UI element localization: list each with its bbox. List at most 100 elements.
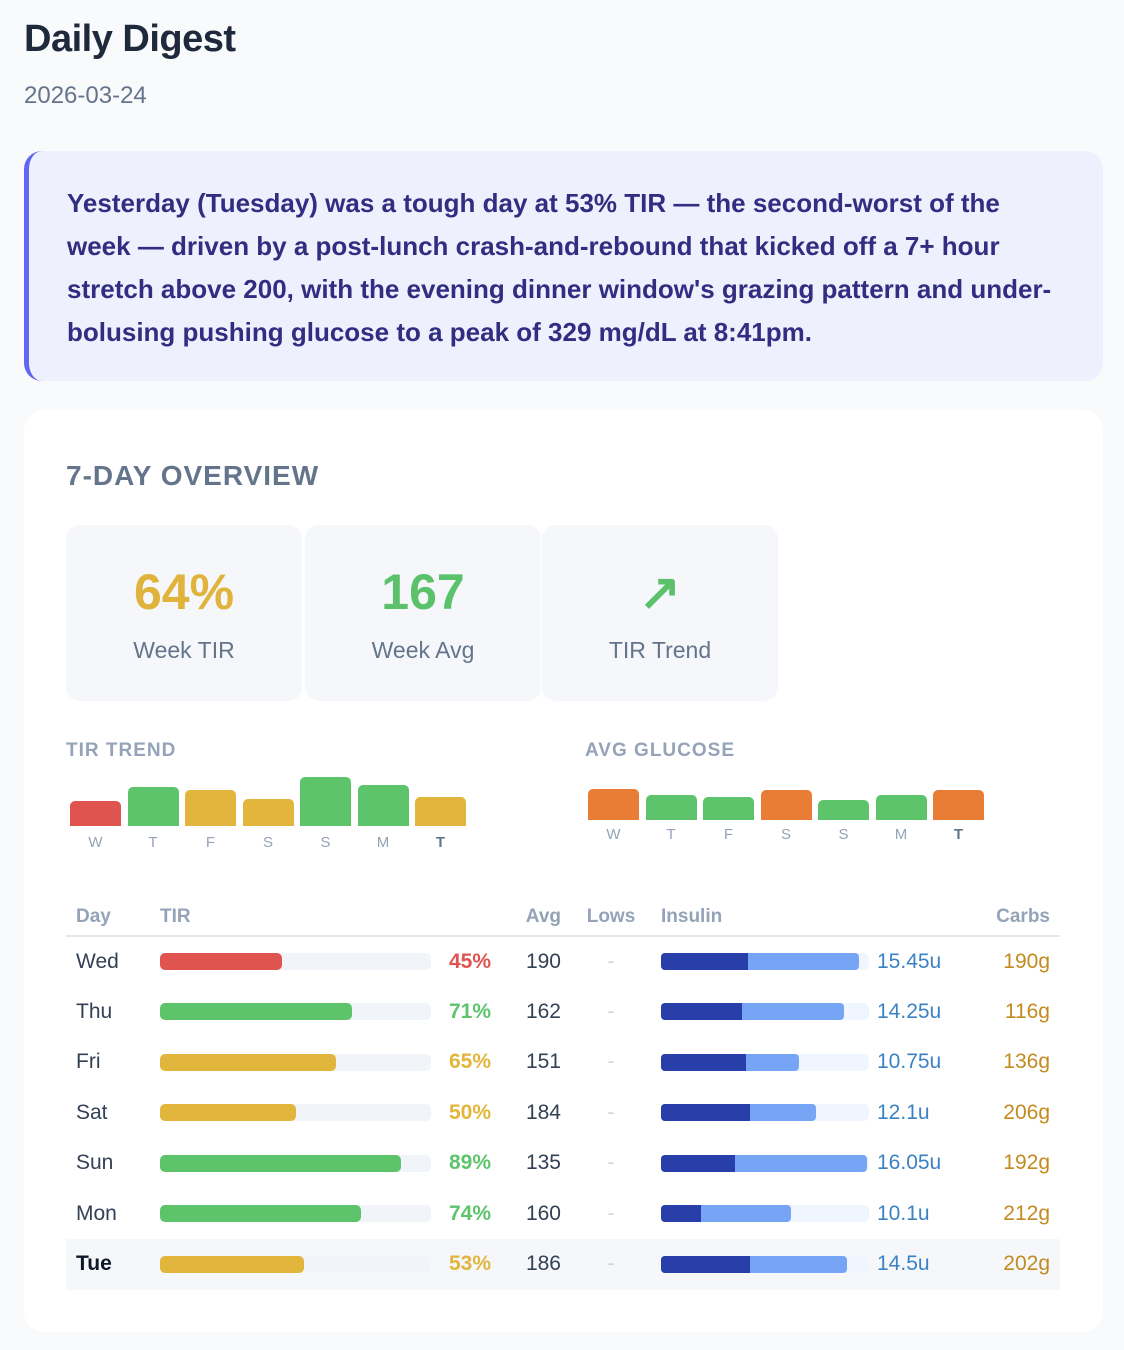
tir-bar-fill bbox=[160, 1255, 304, 1273]
stat-week-tir: 64% Week TIR bbox=[66, 525, 302, 701]
day-cell: Thu bbox=[76, 999, 113, 1023]
insulin-bar-cell bbox=[651, 1037, 873, 1088]
tir-bar-track bbox=[160, 1154, 431, 1172]
day-letter: W bbox=[606, 826, 621, 843]
tir-bar-cell bbox=[150, 1239, 441, 1290]
col-lows: Lows bbox=[571, 898, 651, 937]
mini-bar bbox=[703, 796, 754, 820]
stat-tir-trend: ↗ TIR Trend bbox=[542, 525, 778, 701]
avg-value: 151 bbox=[525, 1050, 561, 1074]
page-title: Daily Digest bbox=[24, 18, 236, 60]
carbs-value: 192g bbox=[1003, 1151, 1050, 1175]
table-row: Thu 71% 162 - 14.25u 116g bbox=[66, 987, 1060, 1038]
col-day: Day bbox=[66, 898, 150, 937]
insulin-bar-cell bbox=[651, 1138, 873, 1189]
lows-value: - bbox=[607, 1151, 615, 1175]
day-letter: T bbox=[435, 834, 446, 851]
day-cell: Fri bbox=[76, 1050, 101, 1074]
tir-bar-track bbox=[160, 953, 431, 971]
day-letter: S bbox=[838, 826, 849, 843]
insulin-value: 10.1u bbox=[877, 1201, 930, 1225]
tir-value: 45% bbox=[448, 949, 491, 973]
tir-bar-cell bbox=[150, 936, 441, 987]
insulin-bar-track bbox=[661, 1205, 869, 1223]
mini-bar bbox=[242, 798, 294, 826]
tir-value: 89% bbox=[448, 1151, 491, 1175]
insulin-bar-track bbox=[661, 1003, 869, 1021]
day-cell: Sat bbox=[76, 1100, 108, 1124]
mini-bar bbox=[760, 790, 812, 820]
col-carbs: Carbs bbox=[953, 898, 1060, 937]
day-letter: F bbox=[723, 826, 734, 843]
arrow-up-right-icon: ↗ bbox=[639, 564, 681, 620]
overview-card: 7-DAY OVERVIEW 64% Week TIR 167 Week Avg… bbox=[24, 410, 1103, 1332]
day-letter: F bbox=[205, 834, 216, 851]
tir-bar-fill bbox=[160, 1104, 296, 1122]
tir-value: 74% bbox=[448, 1201, 491, 1225]
avg-value: 186 bbox=[525, 1252, 561, 1276]
tir-bar-track bbox=[160, 1205, 431, 1223]
day-cell: Sun bbox=[76, 1151, 114, 1175]
lows-value: - bbox=[607, 1252, 615, 1276]
day-letter: T bbox=[666, 826, 676, 843]
insulin-bar-track bbox=[661, 953, 869, 971]
insulin-value: 14.5u bbox=[877, 1252, 930, 1276]
tir-bar-fill bbox=[160, 1154, 402, 1172]
day-letter: M bbox=[376, 834, 390, 851]
lows-value: - bbox=[607, 949, 615, 973]
insulin-basal-fill bbox=[661, 953, 749, 971]
tir-value: 50% bbox=[448, 1100, 491, 1124]
insulin-value: 14.25u bbox=[877, 999, 942, 1023]
avg-value: 162 bbox=[525, 999, 561, 1023]
insulin-bar-track bbox=[661, 1154, 869, 1172]
insulin-basal-fill bbox=[661, 1053, 746, 1071]
insulin-value: 16.05u bbox=[877, 1151, 942, 1175]
day-cell: Wed bbox=[76, 949, 119, 973]
mini-bar bbox=[70, 801, 121, 826]
avg-value: 190 bbox=[525, 949, 561, 973]
table-row: Mon 74% 160 - 10.1u 212g bbox=[66, 1189, 1060, 1240]
summary-callout: Yesterday (Tuesday) was a tough day at 5… bbox=[24, 151, 1103, 381]
col-insulin: Insulin bbox=[651, 898, 953, 937]
table-row: Sat 50% 184 - 12.1u 206g bbox=[66, 1088, 1060, 1139]
table-row: Fri 65% 151 - 10.75u 136g bbox=[66, 1037, 1060, 1088]
tir-bar-track bbox=[160, 1104, 431, 1122]
carbs-value: 116g bbox=[1004, 999, 1050, 1023]
stat-value: 64% bbox=[133, 564, 235, 620]
mini-bar bbox=[933, 789, 984, 820]
day-letter: W bbox=[88, 834, 103, 851]
tir-trend-title: TIR TREND bbox=[66, 740, 177, 761]
lows-value: - bbox=[607, 1201, 615, 1225]
mini-bar bbox=[818, 800, 869, 820]
insulin-value: 15.45u bbox=[877, 949, 942, 973]
tir-bar-fill bbox=[160, 1053, 337, 1071]
mini-bar bbox=[415, 796, 466, 826]
insulin-bar-track bbox=[661, 1255, 869, 1273]
stat-value: 167 bbox=[381, 564, 465, 620]
day-letter: S bbox=[320, 834, 331, 851]
insulin-value: 10.75u bbox=[877, 1050, 942, 1074]
tir-bar-fill bbox=[160, 1205, 361, 1223]
tir-bar-cell bbox=[150, 1189, 441, 1240]
tir-bar-fill bbox=[160, 953, 282, 971]
day-letter: T bbox=[953, 826, 964, 843]
tir-bar-cell bbox=[150, 1088, 441, 1139]
tir-value: 71% bbox=[448, 999, 491, 1023]
avg-value: 160 bbox=[525, 1201, 561, 1225]
mini-bar bbox=[875, 795, 927, 820]
tir-bar-fill bbox=[160, 1003, 353, 1021]
daily-table: Day TIR Avg Lows Insulin Carbs Wed 45% 1… bbox=[66, 898, 1060, 1290]
tir-bar-cell bbox=[150, 1037, 441, 1088]
carbs-value: 206g bbox=[1003, 1100, 1050, 1124]
lows-value: - bbox=[607, 1100, 615, 1124]
insulin-bar-cell bbox=[651, 936, 873, 987]
insulin-basal-fill bbox=[661, 1154, 736, 1172]
mini-bar bbox=[588, 789, 639, 820]
mini-bar bbox=[185, 790, 236, 826]
insulin-value: 12.1u bbox=[877, 1100, 930, 1124]
avg-glucose-title: AVG GLUCOSE bbox=[585, 740, 735, 761]
col-tir: TIR bbox=[150, 898, 501, 937]
tir-value: 65% bbox=[448, 1050, 491, 1074]
insulin-basal-fill bbox=[661, 1104, 750, 1122]
